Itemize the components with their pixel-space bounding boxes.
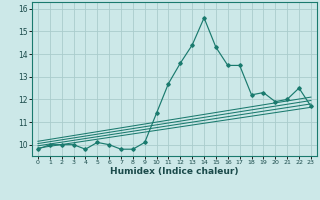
X-axis label: Humidex (Indice chaleur): Humidex (Indice chaleur): [110, 167, 239, 176]
